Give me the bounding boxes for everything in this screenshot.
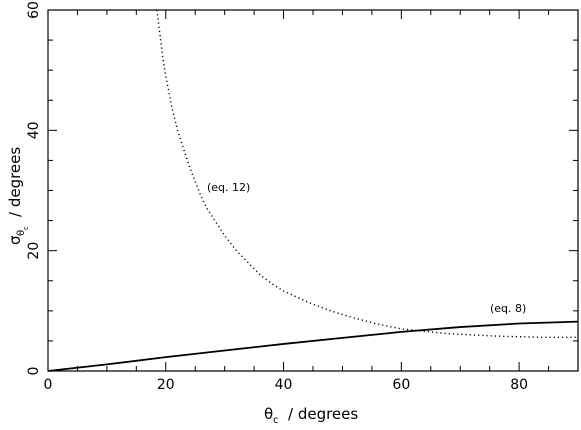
- annotation-eq-12: (eq. 12): [207, 181, 250, 194]
- x-tick-label: 60: [392, 377, 410, 393]
- y-axis-text: / degrees: [6, 147, 24, 217]
- y-tick-label: 60: [26, 1, 42, 19]
- y-axis-subscript-2: c: [22, 226, 30, 230]
- x-axis-label: θ c / degrees: [264, 405, 358, 426]
- y-tick-label: 40: [26, 121, 42, 139]
- x-axis-symbol: θ: [264, 405, 273, 423]
- plot-border: [47, 9, 579, 372]
- x-tick-label: 80: [510, 377, 528, 393]
- annotation-eq-8: (eq. 8): [490, 302, 526, 315]
- x-tick-label: 0: [44, 377, 53, 393]
- y-axis-symbol: σ: [6, 235, 24, 245]
- y-tick-label: 20: [26, 242, 42, 260]
- y-axis-subscript-1: θ: [16, 230, 27, 236]
- series-line-eq-8: [47, 320, 579, 372]
- series-line-eq-12: [156, 9, 578, 339]
- x-tick-label: 20: [157, 377, 175, 393]
- x-tick-label: 40: [275, 377, 293, 393]
- series-layer: [47, 9, 579, 372]
- x-axis-text: / degrees: [288, 405, 358, 423]
- svg-text:θ: θ: [264, 405, 273, 423]
- plot-frame: [47, 9, 579, 372]
- x-axis-subscript: c: [273, 415, 279, 426]
- ticks: 0 20 40 60 80 0 20 40 60: [26, 1, 579, 393]
- y-tick-label: 0: [26, 367, 42, 376]
- y-axis-label: σ θ c / degrees: [6, 147, 30, 245]
